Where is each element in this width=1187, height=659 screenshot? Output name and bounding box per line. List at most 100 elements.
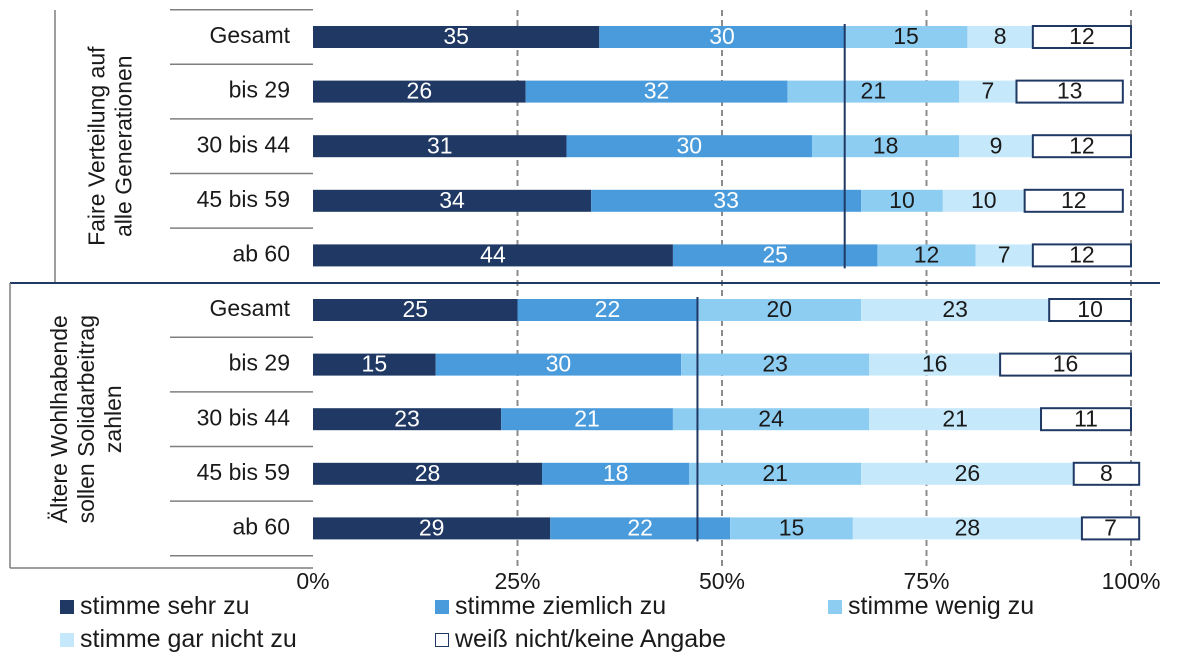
- bar-segment: [975, 244, 1033, 267]
- legend-swatch: [828, 599, 842, 614]
- data-label: 23: [762, 351, 788, 377]
- data-label: 23: [394, 405, 420, 431]
- data-label: 10: [971, 187, 997, 213]
- legend-label: stimme wenig zu: [848, 592, 1035, 620]
- bar-segment: [681, 353, 870, 376]
- data-label: 25: [762, 241, 788, 267]
- data-label: 12: [1061, 187, 1087, 213]
- group-label: alle Generationen: [111, 55, 137, 237]
- bar-segment: [942, 189, 1025, 212]
- data-label: 7: [1104, 514, 1117, 540]
- data-label: 13: [1057, 78, 1083, 104]
- data-label: 15: [779, 514, 805, 540]
- data-label: 18: [603, 460, 629, 486]
- chart-legend: stimme sehr zu stimme ziemlich zu stimme w…: [60, 592, 1180, 658]
- category-label: 45 bis 59: [197, 186, 290, 212]
- bar-segment: [1080, 516, 1141, 541]
- bar-segment: [435, 353, 682, 376]
- bar-segment: [672, 408, 870, 431]
- bar-segment: [550, 517, 731, 540]
- data-label: 23: [942, 296, 968, 322]
- data-label: 7: [998, 241, 1011, 267]
- data-label: 30: [546, 351, 572, 377]
- x-tick-label: 75%: [903, 568, 949, 590]
- bar-segment: [861, 462, 1074, 485]
- category-label: Gesamt: [209, 295, 290, 321]
- legend-label: stimme sehr zu: [80, 592, 250, 620]
- data-label: 12: [1069, 23, 1095, 49]
- bar-segment: [959, 135, 1033, 158]
- x-tick-label: 100%: [1102, 568, 1161, 590]
- data-label: 31: [427, 132, 453, 158]
- data-label: 21: [574, 405, 600, 431]
- bar-segment: [967, 26, 1033, 48]
- bar-segment: [313, 135, 567, 158]
- bar-segment: [861, 299, 1050, 321]
- data-label: 10: [889, 187, 915, 213]
- bar-segment: [999, 352, 1132, 377]
- bar-segment: [869, 353, 1001, 376]
- bar-segment: [852, 517, 1082, 540]
- data-label: 12: [1069, 241, 1095, 267]
- bar-segment: [811, 135, 960, 158]
- x-tick-label: 0%: [296, 568, 329, 590]
- bar-segment: [697, 299, 862, 321]
- data-label: 33: [713, 187, 739, 213]
- legend-item: stimme wenig zu: [828, 592, 1034, 621]
- data-label: 21: [762, 460, 788, 486]
- bar-segment: [313, 189, 592, 212]
- bar-segment: [501, 408, 673, 431]
- bar-segment: [1072, 461, 1141, 486]
- data-label: 30: [709, 23, 735, 49]
- data-label: 20: [766, 296, 792, 322]
- x-tick-label: 50%: [699, 568, 745, 590]
- legend-swatch: [435, 599, 449, 614]
- category-label: Gesamt: [209, 22, 290, 48]
- bar-segment: [959, 80, 1017, 103]
- data-label: 21: [861, 78, 887, 104]
- bar-segment: [877, 244, 976, 267]
- data-label: 7: [981, 78, 994, 104]
- legend-label: stimme ziemlich zu: [455, 592, 667, 620]
- data-label: 34: [439, 187, 465, 213]
- data-label: 8: [1100, 460, 1113, 486]
- category-label: 30 bis 44: [197, 404, 291, 430]
- bar-segment: [313, 26, 600, 48]
- category-label: bis 29: [229, 77, 290, 103]
- bar-segment: [1031, 243, 1132, 268]
- bar-segment: [313, 408, 502, 431]
- data-label: 11: [1074, 405, 1098, 431]
- bar-segment: [313, 353, 436, 376]
- bar-segment: [1031, 134, 1132, 159]
- data-label: 15: [893, 23, 919, 49]
- data-label: 18: [873, 132, 899, 158]
- category-label: bis 29: [229, 350, 290, 376]
- data-label: 16: [922, 351, 948, 377]
- group-label: sollen Solidarbeitrag: [73, 315, 99, 523]
- legend-swatch: [60, 599, 74, 614]
- data-label: 35: [443, 23, 469, 49]
- bar-segment: [869, 408, 1042, 431]
- data-label: 26: [407, 78, 433, 104]
- category-label: ab 60: [232, 513, 290, 539]
- data-label: 15: [362, 351, 388, 377]
- data-label: 44: [480, 241, 506, 267]
- data-label: 30: [676, 132, 702, 158]
- bar-segment: [1023, 188, 1124, 213]
- data-label: 28: [415, 460, 441, 486]
- bar-segment: [525, 80, 788, 103]
- bar-segment: [566, 135, 812, 158]
- legend-swatch: [60, 632, 74, 647]
- legend-item: stimme gar nicht zu: [60, 625, 297, 654]
- bar-segment: [542, 462, 690, 485]
- data-label: 8: [994, 23, 1007, 49]
- bar-segment: [313, 517, 551, 540]
- bar-segment: [844, 26, 968, 48]
- data-label: 24: [758, 405, 784, 431]
- bar-segment: [313, 462, 543, 485]
- legend-swatch: [435, 632, 449, 647]
- category-label: ab 60: [232, 240, 290, 266]
- data-label: 25: [402, 296, 428, 322]
- data-label: 12: [914, 241, 940, 267]
- data-label: 22: [595, 296, 621, 322]
